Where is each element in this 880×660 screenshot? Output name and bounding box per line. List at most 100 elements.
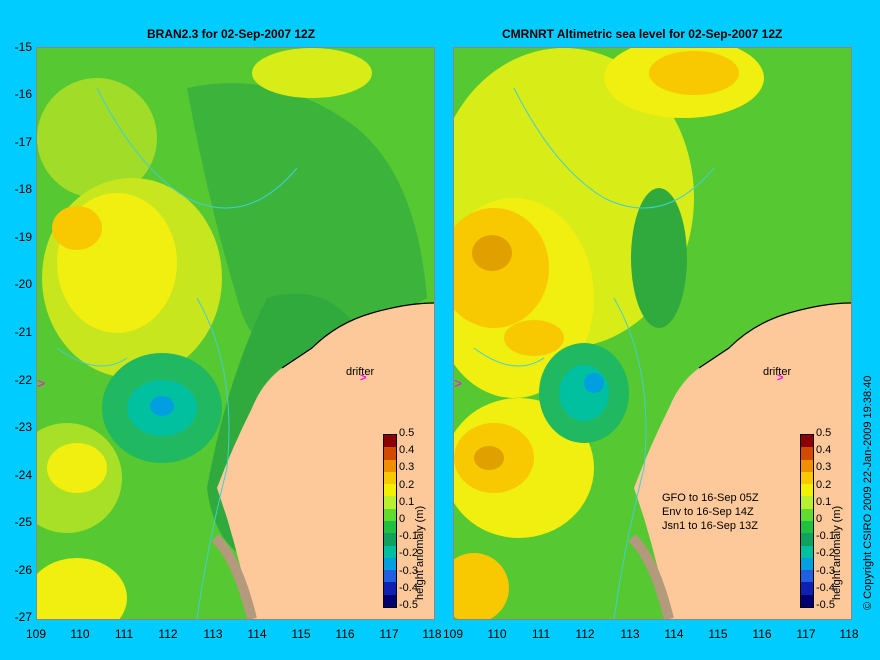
anomaly-region (504, 320, 564, 356)
lon-tick: 116 (335, 627, 355, 641)
lon-tick: 115 (291, 627, 311, 641)
colorbar-tick-label: 0.2 (816, 478, 832, 491)
lon-tick: 118 (422, 627, 442, 641)
bathymetry-contour (56, 87, 298, 619)
lat-tick: -27 (14, 610, 32, 624)
anomaly-region (52, 206, 102, 250)
lon-tick: 113 (203, 627, 223, 641)
colorbar-segment (801, 545, 813, 558)
lon-tick: 114 (664, 627, 684, 641)
colorbar-segment (384, 533, 396, 546)
lon-tick: 113 (620, 627, 640, 641)
anomaly-region (37, 558, 127, 619)
colorbar-right (800, 434, 814, 608)
drifter-track: > (37, 375, 45, 391)
lat-tick: -24 (14, 468, 32, 482)
colorbar-tick-label: 0.4 (816, 444, 832, 457)
anomaly-region (559, 365, 609, 421)
anomaly-region (584, 373, 604, 393)
colorbar-tick-label: -0.4 (399, 581, 418, 594)
land (217, 303, 434, 619)
colorbar-tick-label: -0.1 (399, 530, 418, 543)
colorbar-tick-label: -0.2 (399, 547, 418, 560)
colorbar-segment (384, 459, 396, 472)
land (634, 303, 851, 619)
lat-tick: -22 (14, 373, 32, 387)
lon-tick: 112 (158, 627, 178, 641)
drifter-label: drifter (763, 366, 792, 378)
colorbar-segment (384, 471, 396, 485)
colorbar-segment (384, 447, 396, 460)
lon-tick: 111 (114, 627, 134, 641)
lon-tick: 109 (442, 627, 464, 641)
lon-tick: 115 (708, 627, 728, 641)
coastline (281, 302, 434, 369)
colorbar-tick-label: 0.3 (816, 461, 832, 474)
colorbar-segment (384, 435, 396, 448)
anomaly-region (252, 48, 372, 98)
coastal-shelf (628, 534, 674, 619)
colorbar-tick-label: -0.5 (816, 599, 835, 611)
colorbar-segment (801, 582, 813, 595)
colorbar-tick-label: 0 (816, 513, 823, 525)
lat-tick: -25 (14, 515, 32, 529)
lat-tick: -16 (14, 87, 32, 101)
colorbar-segment (384, 520, 396, 534)
colorbar-left (383, 434, 397, 608)
anomaly-region (187, 83, 427, 357)
satellite-info-env: Env to 16-Sep 14Z (662, 506, 754, 518)
right-map: > (453, 47, 852, 620)
bathymetry-contour (473, 87, 715, 619)
colorbar-tick-label: -0.1 (816, 530, 835, 543)
colorbar-segment (801, 533, 813, 546)
lat-tick: -23 (14, 420, 32, 434)
satellite-info-jsn1: Jsn1 to 16-Sep 13Z (662, 520, 759, 532)
colorbar-tick-label: -0.4 (816, 581, 835, 594)
colorbar-right-title: height anomaly (m) (831, 505, 843, 600)
drifter-marker: > (777, 372, 784, 384)
colorbar-segment (801, 508, 813, 521)
anomaly-region (454, 553, 509, 619)
anomaly-region (631, 188, 687, 328)
colorbar-segment (801, 471, 813, 485)
colorbar-tick-label: -0.2 (816, 547, 835, 560)
colorbar-tick-label: 0.1 (816, 495, 832, 508)
left-map: > (36, 47, 435, 620)
colorbar-tick-label: 0.3 (399, 461, 415, 474)
colorbar-segment (801, 484, 813, 497)
left-map-canvas: > (37, 48, 434, 619)
lat-tick: -17 (14, 135, 32, 149)
right-map-canvas: > (454, 48, 851, 619)
lon-tick: 117 (796, 627, 816, 641)
colorbar-segment (801, 570, 813, 583)
drifter-track: > (454, 375, 462, 391)
lon-tick: 118 (839, 627, 859, 641)
anomaly-region (649, 51, 739, 95)
colorbar-segment (384, 508, 396, 521)
colorbar-segment (384, 484, 396, 497)
lat-tick: -18 (14, 182, 32, 196)
anomaly-region (472, 235, 512, 271)
lat-tick: -26 (14, 563, 32, 577)
colorbar-segment (801, 594, 813, 607)
anomaly-region (474, 446, 504, 470)
colorbar-tick-label: 0.5 (399, 427, 415, 439)
copyright-text: © Copyright CSIRO 2009 22-Jan-2009 19:38… (862, 375, 874, 610)
colorbar-tick-label: 0 (399, 513, 406, 525)
colorbar-segment (801, 447, 813, 460)
lon-tick: 116 (752, 627, 772, 641)
coastline (698, 302, 851, 369)
colorbar-segment (384, 594, 396, 607)
colorbar-tick-label: 0.4 (399, 444, 415, 457)
colorbar-tick-label: -0.3 (399, 564, 418, 577)
colorbar-segment (384, 496, 396, 509)
lon-tick: 111 (531, 627, 551, 641)
coastal-shelf (211, 534, 257, 619)
colorbar-segment (384, 545, 396, 558)
colorbar-segment (384, 582, 396, 595)
lon-tick: 110 (487, 627, 507, 641)
colorbar-segment (384, 570, 396, 583)
colorbar-tick-label: 0.1 (399, 495, 415, 508)
anomaly-region (37, 78, 157, 198)
colorbar-segment (801, 557, 813, 571)
